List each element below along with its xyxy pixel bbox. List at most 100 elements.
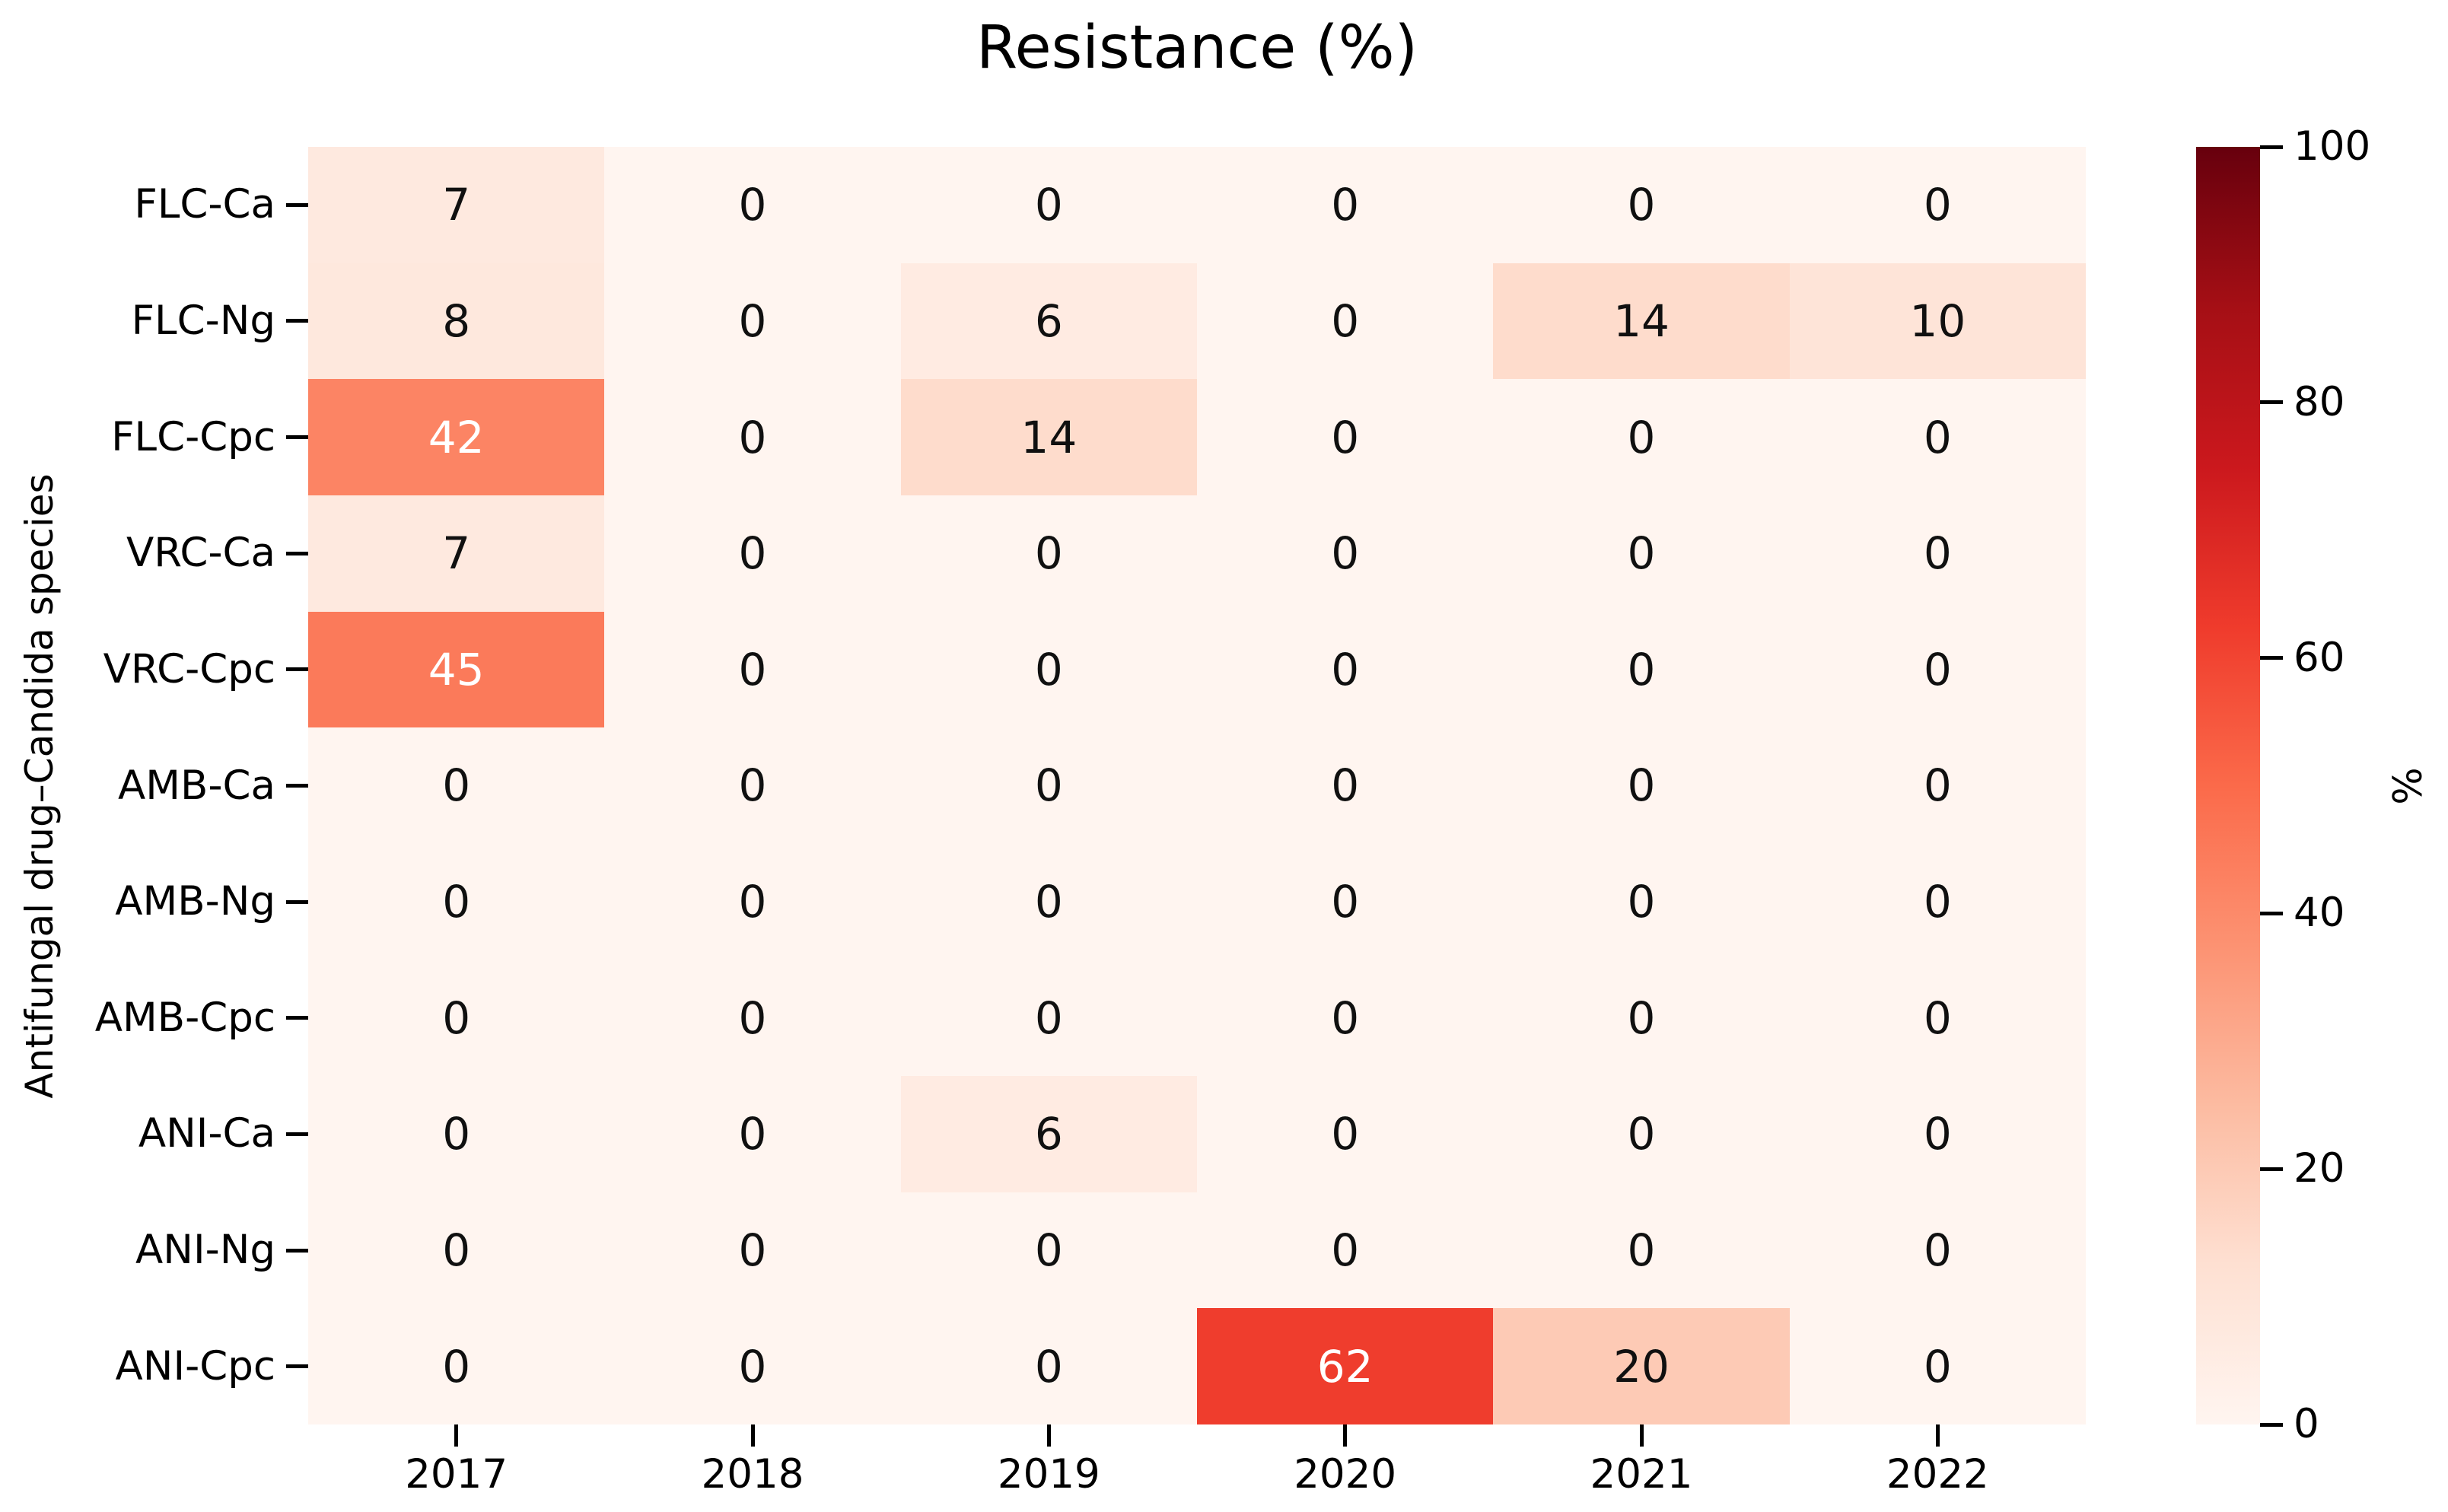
x-tick-mark [1935, 1424, 1940, 1447]
heatmap-cell: 0 [604, 1192, 901, 1309]
heatmap-cell: 0 [604, 147, 901, 263]
colorbar-tick-mark [2260, 145, 2283, 149]
heatmap-cell: 0 [308, 1192, 605, 1309]
colorbar-tick-mark [2260, 1422, 2283, 1427]
colorbar-tick-label: 40 [2294, 890, 2345, 937]
heatmap-cell: 0 [308, 1308, 605, 1424]
y-tick-label: FLC-Cpc [111, 413, 275, 460]
heatmap-cell: 0 [308, 843, 605, 960]
y-tick-label: ANI-Ng [135, 1227, 275, 1274]
heatmap-cell: 0 [1789, 1308, 2086, 1424]
heatmap-cell: 0 [604, 379, 901, 495]
x-tick-mark [454, 1424, 459, 1447]
heatmap-cell: 0 [900, 727, 1197, 844]
y-tick-label: VRC-Cpc [103, 645, 275, 692]
heatmap-cell: 0 [1197, 495, 1494, 612]
y-tick-label: ANI-Ca [138, 1110, 275, 1157]
colorbar-tick-label: 80 [2294, 378, 2345, 425]
y-tick-mark [286, 667, 308, 672]
colorbar-tick-label: 100 [2294, 123, 2371, 170]
x-tick-label: 2017 [405, 1451, 508, 1498]
chart-title: Resistance (%) [976, 14, 1418, 82]
heatmap-cell: 0 [1789, 147, 2086, 263]
heatmap-cell: 0 [604, 495, 901, 612]
colorbar-tick-label: 20 [2294, 1145, 2345, 1192]
heatmap-cell: 0 [1789, 1076, 2086, 1192]
x-tick-label: 2019 [997, 1451, 1100, 1498]
heatmap-cell: 0 [1789, 1192, 2086, 1309]
heatmap-cell: 14 [900, 379, 1197, 495]
y-tick-mark [286, 1248, 308, 1253]
heatmap-cell: 14 [1493, 263, 1790, 380]
heatmap-cell: 0 [1789, 960, 2086, 1077]
colorbar-tick-mark [2260, 911, 2283, 915]
heatmap-cell: 0 [1197, 611, 1494, 728]
heatmap-cell: 0 [1493, 1076, 1790, 1192]
heatmap-cell: 0 [1493, 611, 1790, 728]
y-tick-label: FLC-Ng [131, 297, 275, 344]
heatmap-cell: 0 [1789, 495, 2086, 612]
colorbar-tick-mark [2260, 656, 2283, 661]
heatmap-cell: 0 [308, 727, 605, 844]
colorbar-axis-label: % [2386, 767, 2431, 805]
heatmap-cell: 0 [604, 1076, 901, 1192]
heatmap-cell: 0 [900, 495, 1197, 612]
heatmap-cell: 0 [308, 1076, 605, 1192]
y-tick-mark [286, 319, 308, 323]
heatmap-cell: 0 [900, 147, 1197, 263]
colorbar-tick-label: 0 [2294, 1401, 2319, 1447]
heatmap-cell: 0 [1789, 727, 2086, 844]
heatmap-cell: 0 [604, 843, 901, 960]
heatmap-cell: 0 [1493, 843, 1790, 960]
heatmap-cell: 0 [1197, 1076, 1494, 1192]
colorbar-tick-label: 60 [2294, 634, 2345, 681]
heatmap-cell: 8 [308, 263, 605, 380]
heatmap-cell: 0 [900, 1308, 1197, 1424]
y-tick-mark [286, 899, 308, 904]
heatmap-cell: 0 [604, 1308, 901, 1424]
heatmap-cell: 0 [1197, 147, 1494, 263]
heatmap-cell: 0 [1493, 960, 1790, 1077]
heatmap-cell: 6 [900, 1076, 1197, 1192]
x-tick-label: 2021 [1590, 1451, 1693, 1498]
y-tick-label: AMB-Ca [118, 762, 275, 809]
y-tick-label: AMB-Ng [115, 878, 275, 925]
y-tick-mark [286, 435, 308, 440]
x-tick-label: 2018 [701, 1451, 804, 1498]
heatmap-cell: 62 [1197, 1308, 1494, 1424]
heatmap-cell: 7 [308, 147, 605, 263]
heatmap-cell: 0 [900, 1192, 1197, 1309]
heatmap-cell: 0 [1789, 611, 2086, 728]
heatmap-cell: 6 [900, 263, 1197, 380]
heatmap-cell: 0 [900, 960, 1197, 1077]
heatmap-cell: 0 [604, 960, 901, 1077]
y-tick-mark [286, 1364, 308, 1369]
y-tick-label: AMB-Cpc [94, 994, 275, 1041]
heatmap-cell: 0 [308, 960, 605, 1077]
y-tick-mark [286, 202, 308, 207]
heatmap-cell: 0 [1789, 379, 2086, 495]
x-tick-label: 2022 [1886, 1451, 1989, 1498]
y-tick-label: VRC-Ca [126, 530, 275, 577]
colorbar-gradient [2196, 147, 2260, 1424]
heatmap-cell: 0 [1493, 379, 1790, 495]
y-tick-label: FLC-Ca [134, 181, 275, 228]
x-tick-mark [1046, 1424, 1051, 1447]
heatmap-cell: 0 [604, 727, 901, 844]
y-tick-mark [286, 1016, 308, 1020]
colorbar-tick-mark [2260, 1167, 2283, 1171]
heatmap-cell: 0 [1197, 843, 1494, 960]
colorbar-tick-mark [2260, 400, 2283, 405]
heatmap-cell: 42 [308, 379, 605, 495]
heatmap-cell: 20 [1493, 1308, 1790, 1424]
y-tick-mark [286, 551, 308, 555]
heatmap-cell: 0 [604, 263, 901, 380]
y-tick-mark [286, 1132, 308, 1136]
y-tick-label: ANI-Cpc [115, 1342, 275, 1389]
x-tick-label: 2020 [1294, 1451, 1397, 1498]
heatmap-cell: 45 [308, 611, 605, 728]
heatmap-cell: 0 [1197, 379, 1494, 495]
x-tick-mark [1343, 1424, 1348, 1447]
heatmap-cell: 0 [1197, 263, 1494, 380]
